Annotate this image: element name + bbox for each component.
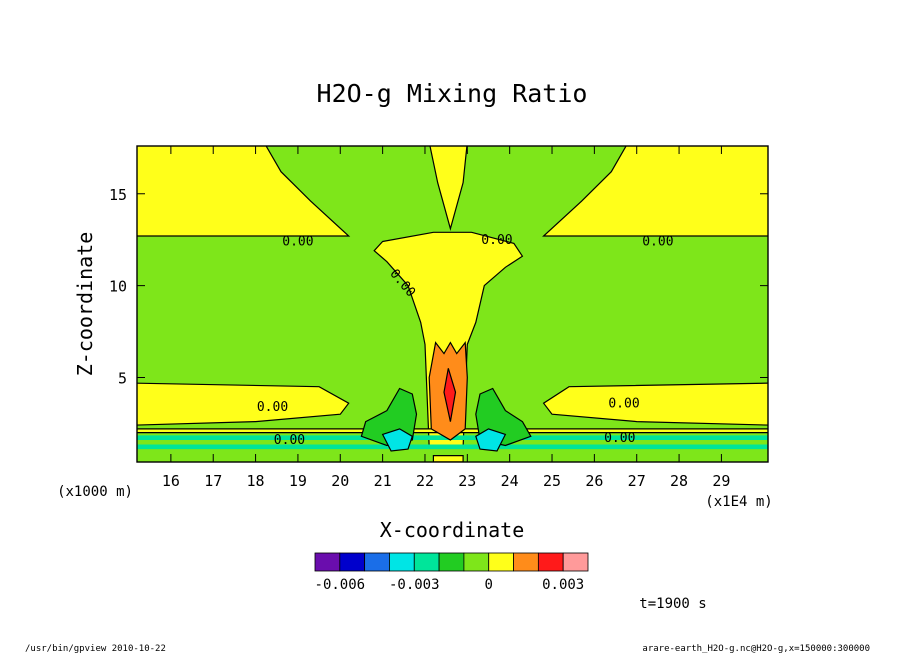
y-tick-label: 15 <box>109 186 127 204</box>
x-tick-label: 17 <box>204 472 222 490</box>
colorbar-swatch <box>438 552 465 572</box>
colorbar-swatch <box>413 552 440 572</box>
plot-frame <box>136 145 769 463</box>
x-tick-label: 28 <box>670 472 688 490</box>
colorbar-tick-label: 0 <box>485 577 493 593</box>
y-axis-unit: (x1000 m) <box>57 484 133 500</box>
region-yellow-plume <box>373 231 524 448</box>
region-yellow-upper-left <box>137 146 351 237</box>
x-axis-title: X-coordinate <box>380 518 525 542</box>
x-tick-label: 25 <box>543 472 561 490</box>
region-yellow-lower-right <box>542 382 768 426</box>
y-tick-label: 10 <box>109 278 127 296</box>
x-tick-label: 27 <box>628 472 646 490</box>
y-axis: 5 10 15 <box>109 186 768 387</box>
colorbar-swatch <box>389 552 415 572</box>
region-yellow-top-spike <box>429 146 468 231</box>
footer-left: /usr/bin/gpview 2010-10-22 <box>25 644 166 654</box>
colorbar-swatch <box>513 552 539 572</box>
colorbar: -0.006 -0.003 0 0.003 <box>314 552 589 593</box>
contour-label: 0.00 <box>642 235 673 250</box>
x-tick-label: 21 <box>374 472 392 490</box>
colorbar-swatch <box>314 552 341 572</box>
region-yellow-lower-left <box>137 382 350 426</box>
x-tick-label: 26 <box>585 472 603 490</box>
colorbar-tick-label: -0.003 <box>389 577 440 593</box>
region-cyan-left <box>381 428 414 452</box>
footer-right: arare-earth_H2O-g.nc@H2O-g,x=150000:3000… <box>642 644 870 654</box>
y-tick-label: 5 <box>118 369 127 387</box>
region-cyan-right <box>475 428 507 452</box>
contour-label: 0.00 <box>608 396 639 411</box>
region-red-core <box>443 368 457 422</box>
colorbar-swatch <box>339 552 366 572</box>
colorbar-swatch <box>562 552 589 572</box>
region-yellow-ground <box>432 455 464 462</box>
contour-label: 0.00 <box>604 431 635 446</box>
y-axis-title: Z-coordinate <box>73 232 97 377</box>
x-tick-label: 29 <box>712 472 730 490</box>
colorbar-swatch <box>488 552 514 572</box>
contour-label: 0.00 <box>481 233 512 248</box>
colorbar-tick-label: 0.003 <box>542 577 584 593</box>
colorbar-swatch <box>364 552 390 572</box>
chart-title: H2O-g Mixing Ratio <box>317 79 588 108</box>
time-label: t=1900 s <box>639 596 706 612</box>
x-tick-label: 23 <box>458 472 476 490</box>
x-axis: 16 17 18 19 20 21 22 23 24 25 26 27 28 29 <box>162 146 730 490</box>
colorbar-swatch <box>463 552 490 572</box>
x-tick-label: 22 <box>416 472 434 490</box>
x-tick-label: 16 <box>162 472 180 490</box>
x-tick-label: 19 <box>289 472 307 490</box>
contour-label: 0.00 <box>274 433 305 448</box>
x-tick-label: 18 <box>247 472 265 490</box>
contour-label: 0.00 <box>282 235 313 250</box>
x-tick-label: 24 <box>501 472 519 490</box>
region-yellow-upper-right <box>542 146 768 237</box>
contour-label: 0.00 <box>257 400 288 415</box>
region-teal-layer-2 <box>137 444 768 450</box>
colorbar-swatch <box>537 552 564 572</box>
colorbar-tick-label: -0.006 <box>315 577 366 593</box>
contour-field: 0.00 0.00 0.000.00 0.000.00 0.000.00 <box>137 146 768 462</box>
x-axis-unit: (x1E4 m) <box>705 494 772 510</box>
x-tick-label: 20 <box>331 472 349 490</box>
